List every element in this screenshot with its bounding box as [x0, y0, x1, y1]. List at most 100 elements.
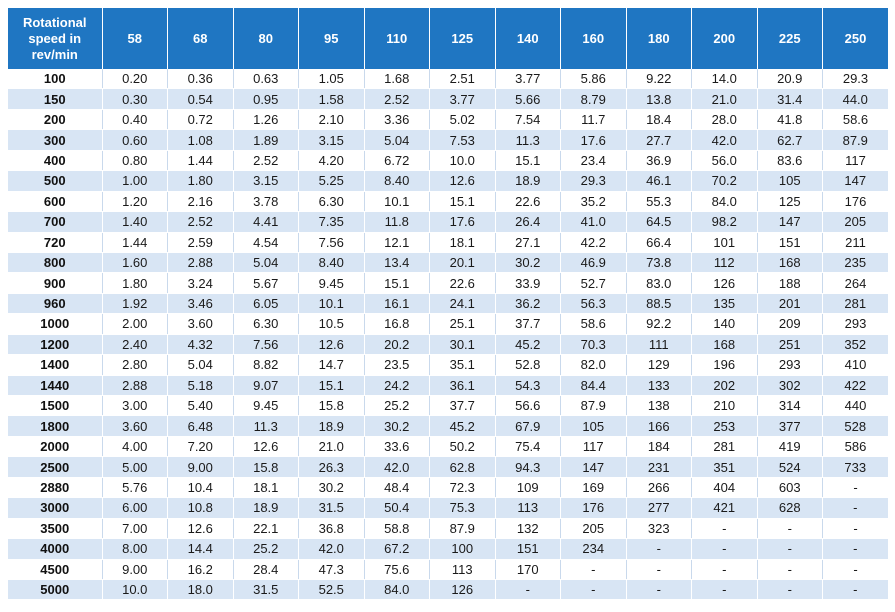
- table-cell: 66.4: [626, 232, 692, 253]
- table-cell: 27.1: [495, 232, 561, 253]
- table-cell: 15.8: [233, 456, 299, 478]
- table-cell: 23.4: [560, 150, 627, 172]
- table-cell: 281: [691, 436, 758, 458]
- table-cell: 1.20: [102, 191, 168, 213]
- table-cell: 211: [822, 232, 888, 253]
- row-header-speed: 720: [8, 232, 103, 253]
- table-cell: 125: [757, 191, 823, 213]
- table-cell: 82.0: [560, 354, 627, 376]
- table-cell: 3.60: [102, 415, 168, 437]
- table-cell: 46.9: [560, 252, 627, 274]
- row-header-speed: 4000: [8, 538, 103, 560]
- table-cell: 14.7: [298, 354, 365, 376]
- table-cell: -: [560, 559, 627, 580]
- row-header-speed: 100: [8, 69, 103, 90]
- table-cell: 33.6: [364, 436, 430, 458]
- table-cell: 56.6: [495, 395, 561, 417]
- table-cell: 18.9: [233, 497, 299, 519]
- table-cell: 0.20: [102, 69, 168, 90]
- table-cell: 404: [691, 477, 758, 499]
- row-header-speed: 2880: [8, 477, 103, 499]
- table-cell: 4.00: [102, 436, 168, 458]
- table-cell: 26.3: [298, 456, 365, 478]
- table-cell: 20.9: [757, 69, 823, 90]
- corner-header-line: speed in: [28, 30, 82, 46]
- table-row: 4500 9.00 16.2 28.4 47.3 75.6 113 170- - - - -: [8, 559, 888, 580]
- table-cell: 151: [757, 232, 823, 253]
- table-cell: 11.3: [495, 129, 561, 151]
- row-header-speed: 1800: [8, 415, 103, 437]
- table-cell: 42.0: [364, 456, 430, 478]
- table-row: 1200 2.40 4.32 7.56 12.6 20.2 30.1 45.2 70.3 111 1…: [8, 334, 889, 356]
- column-header: 95: [298, 8, 365, 69]
- table-cell: 52.8: [495, 354, 561, 376]
- table-cell: 133: [626, 375, 692, 397]
- table-cell: 3.60: [167, 313, 234, 335]
- table-cell: 2.52: [233, 150, 299, 172]
- table-cell: 67.9: [495, 415, 561, 437]
- table-cell: 209: [757, 313, 823, 335]
- table-cell: 2.88: [167, 252, 234, 274]
- table-cell: 84.4: [560, 375, 627, 397]
- table-cell: 15.1: [298, 375, 365, 397]
- table-cell: 42.0: [298, 538, 365, 560]
- table-row: 1800 3.60 6.48 11.3 18.9 30.2 45.2 67.9 105 166 25…: [8, 415, 889, 437]
- table-cell: 12.6: [298, 334, 365, 356]
- power-rating-table: Rotational speed in rev/min 58 68 80 95 …: [8, 8, 889, 601]
- table-cell: 5.00: [102, 456, 168, 478]
- table-cell: 2.59: [167, 232, 234, 253]
- table-cell: 210: [691, 395, 758, 417]
- table-cell: 0.80: [102, 150, 168, 172]
- row-header-speed: 600: [8, 191, 103, 213]
- table-cell: 111: [626, 334, 692, 356]
- table-cell: 113: [429, 559, 496, 580]
- table-body: 100 0.20 0.36 0.63 1.05 1.68 2.51 3.77 5.86 9.22 1…: [8, 69, 889, 601]
- table-cell: 50.4: [364, 497, 430, 519]
- table-cell: 2.80: [102, 354, 168, 376]
- table-cell: 29.3: [822, 69, 888, 90]
- table-cell: 92.2: [626, 313, 692, 335]
- table-row: 200 0.40 0.72 1.26 2.10 3.36 5.02 7.54 11.7 18.4 2…: [8, 109, 888, 131]
- table-cell: 8.40: [364, 170, 430, 192]
- table-cell: 16.2: [167, 559, 234, 580]
- table-cell: 9.45: [233, 395, 299, 417]
- table-cell: -: [626, 538, 692, 560]
- table-cell: 6.30: [298, 191, 365, 213]
- table-cell: -: [822, 518, 888, 540]
- table-row: 2000 4.00 7.20 12.6 21.0 33.6 50.2 75.4 117 184 28…: [8, 436, 888, 458]
- table-cell: 440: [822, 395, 888, 417]
- table-cell: 105: [757, 170, 823, 192]
- table-cell: 7.53: [429, 129, 496, 151]
- table-cell: 0.72: [167, 109, 234, 131]
- row-header-speed: 1000: [8, 313, 103, 335]
- table-cell: 251: [757, 334, 823, 356]
- table-cell: 8.40: [298, 252, 365, 274]
- table-cell: 52.5: [298, 579, 365, 601]
- row-header-speed: 1200: [8, 334, 103, 356]
- table-row: 960 1.92 3.46 6.05 10.1 16.1 24.1 36.2 56.3 88.5 1…: [8, 293, 889, 315]
- table-row: 4000 8.00 14.4 25.2 42.0 67.2 100 151 234- - - -: [8, 538, 889, 560]
- table-cell: 12.6: [429, 170, 496, 192]
- table-cell: 1.44: [102, 232, 168, 253]
- table-cell: 9.22: [626, 69, 692, 90]
- table-cell: 24.1: [429, 293, 496, 315]
- table-cell: -: [757, 559, 823, 580]
- table-cell: 6.00: [102, 497, 168, 519]
- table-cell: 2.10: [298, 109, 365, 131]
- table-cell: 11.7: [560, 109, 627, 131]
- table-cell: 75.3: [429, 497, 496, 519]
- table-cell: 12.1: [364, 232, 430, 253]
- row-header-speed: 2500: [8, 456, 103, 478]
- column-header: 110: [364, 8, 430, 69]
- table-cell: 41.0: [560, 211, 627, 233]
- table-cell: 50.2: [429, 436, 496, 458]
- table-cell: 351: [691, 456, 758, 478]
- row-header-speed: 150: [8, 88, 103, 110]
- table-cell: 75.4: [495, 436, 561, 458]
- row-header-speed: 700: [8, 211, 103, 233]
- table-cell: 105: [560, 415, 627, 437]
- table-cell: 10.0: [429, 150, 496, 172]
- table-cell: 419: [757, 436, 823, 458]
- table-cell: 1.58: [298, 88, 365, 110]
- table-cell: 44.0: [822, 88, 889, 110]
